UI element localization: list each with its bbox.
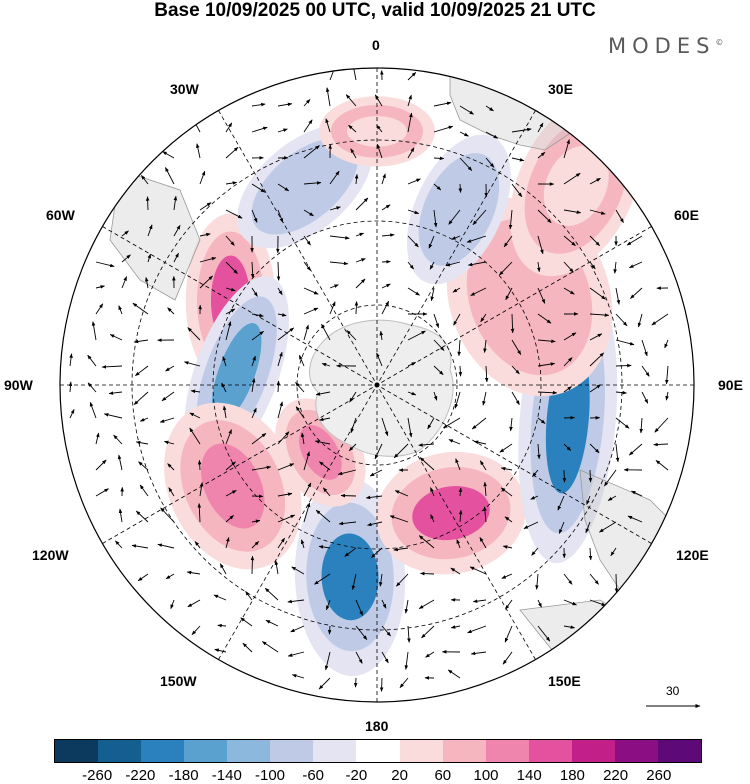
wind-vector (616, 365, 631, 366)
wind-vector (356, 678, 357, 687)
lon-label-150e: 150E (548, 673, 581, 689)
lon-label-150w: 150W (160, 673, 197, 689)
colorbar-segment (356, 740, 399, 762)
wind-vector (252, 556, 253, 574)
lon-label-90w: 90W (4, 377, 33, 393)
wind-vector (564, 470, 565, 482)
colorbar (54, 739, 702, 763)
pole-marker (375, 383, 380, 388)
colorbar-tick-label: -140 (212, 767, 242, 784)
colorbar-segment (658, 740, 701, 762)
colorbar-tick-label: -260 (82, 767, 112, 784)
wind-vector (460, 184, 461, 193)
lon-label-180: 180 (365, 718, 388, 734)
wind-vector (356, 302, 357, 315)
colorbar-segment (572, 740, 615, 762)
wind-vector (341, 496, 356, 497)
colorbar-tick-label: 180 (560, 767, 585, 784)
wind-vector (616, 574, 617, 592)
colorbar-segment (615, 740, 658, 762)
lon-label-90e: 90E (718, 377, 743, 393)
colorbar-segment (486, 740, 529, 762)
colorbar-ticks: -260 -220 -180 -140 -100 -60 -20 20 60 100 140 180 2… (0, 767, 750, 783)
colorbar-tick-label: -100 (255, 767, 285, 784)
colorbar-segment (98, 740, 141, 762)
colorbar-tick-label: 60 (434, 767, 451, 784)
colorbar-tick-label: -20 (346, 767, 368, 784)
colorbar-segment (313, 740, 356, 762)
wind-vector (590, 470, 591, 482)
wind-vector (148, 197, 149, 210)
colorbar-segment (227, 740, 270, 762)
wind-vector (460, 366, 461, 376)
colorbar-segment (443, 740, 486, 762)
lon-label-60w: 60W (46, 207, 75, 223)
colorbar-segment (55, 740, 98, 762)
wind-vector (329, 626, 330, 634)
colorbar-segment (270, 740, 313, 762)
colorbar-tick-label: -220 (125, 767, 155, 784)
colorbar-tick-label: 220 (603, 767, 628, 784)
colorbar-segment (529, 740, 572, 762)
colorbar-segment (184, 740, 227, 762)
wind-vector (420, 573, 434, 574)
wind-vector (382, 262, 390, 263)
wind-vector (278, 381, 279, 392)
colorbar-tick-label: -180 (169, 767, 199, 784)
lon-label-60e: 60E (674, 207, 699, 223)
colorbar-segment (400, 740, 443, 762)
colorbar-tick-label: -60 (302, 767, 324, 784)
wind-vector (434, 158, 444, 159)
wind-vector (199, 460, 200, 470)
lon-label-30e: 30E (548, 81, 573, 97)
colorbar-tick-label: 100 (473, 767, 498, 784)
colorbar-tick-label: 20 (391, 767, 408, 784)
colorbar-tick-label: 140 (517, 767, 542, 784)
colorbar-tick-label: 260 (646, 767, 671, 784)
vector-scale-label: 30 (666, 684, 679, 698)
colorbar-segment (141, 740, 184, 762)
wind-vector (382, 678, 383, 691)
lon-label-120w: 120W (32, 547, 69, 563)
lon-label-120e: 120E (676, 547, 709, 563)
lon-label-30w: 30W (170, 81, 199, 97)
lon-label-0: 0 (372, 37, 380, 53)
